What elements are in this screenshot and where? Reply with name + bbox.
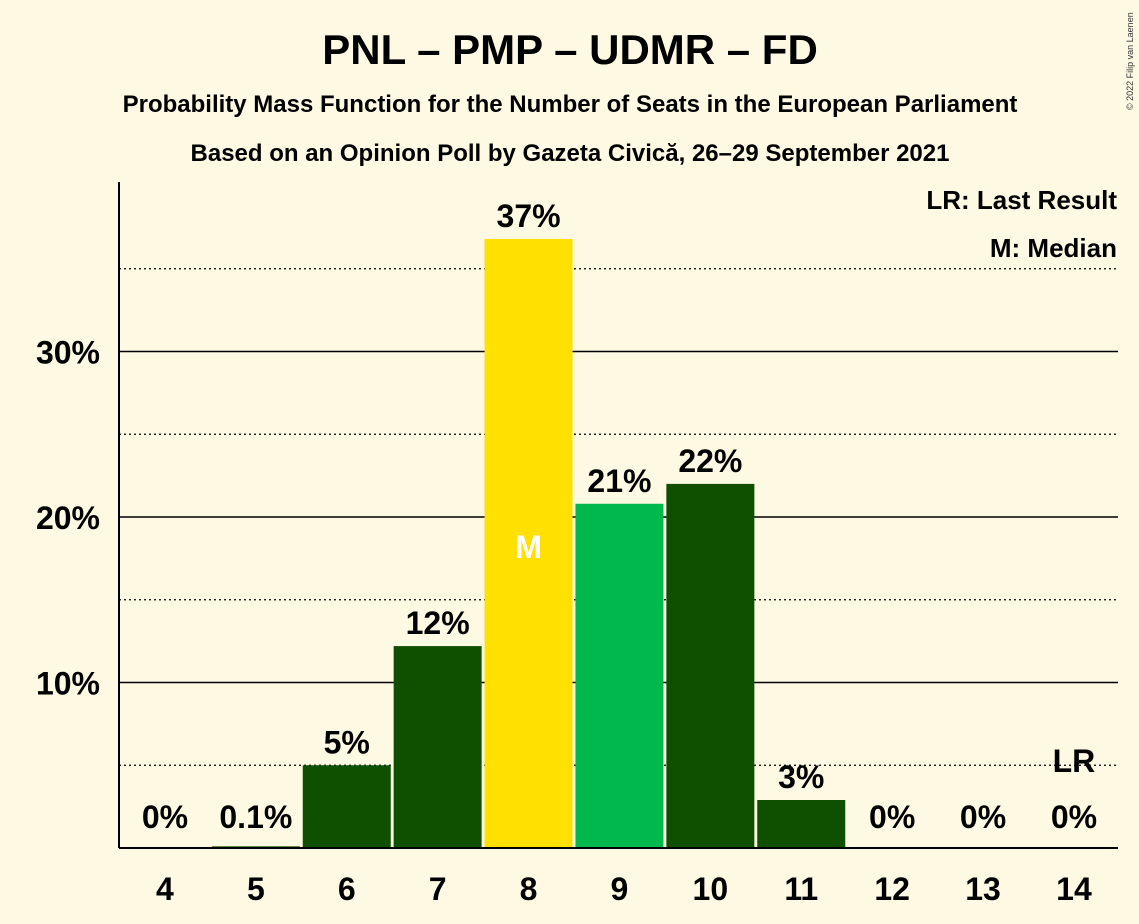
bar-9 <box>575 503 664 848</box>
chart-title: PNL – PMP – UDMR – FD <box>322 26 818 73</box>
data-label-7: 12% <box>406 605 470 641</box>
data-label-13: 0% <box>960 799 1006 835</box>
last-result-marker: LR <box>1053 743 1096 779</box>
y-tick-label: 30% <box>36 335 100 371</box>
x-tick-label: 7 <box>429 871 447 907</box>
legend-last-result: LR: Last Result <box>926 185 1117 215</box>
x-tick-label: 4 <box>156 871 174 907</box>
data-label-8: 37% <box>497 198 561 234</box>
copyright-notice: © 2022 Filip van Laenen <box>1125 12 1135 110</box>
x-tick-label: 13 <box>965 871 1001 907</box>
bar-6 <box>302 765 391 848</box>
data-label-6: 5% <box>324 724 370 760</box>
legend-median: M: Median <box>990 233 1117 263</box>
data-label-14: 0% <box>1051 799 1097 835</box>
y-axis-ticks: 10% 20% 30% <box>36 335 100 702</box>
x-tick-label: 14 <box>1056 871 1092 907</box>
data-label-12: 0% <box>869 799 915 835</box>
x-tick-label: 10 <box>693 871 729 907</box>
bar-7 <box>393 646 482 848</box>
data-label-5: 0.1% <box>219 799 292 835</box>
x-tick-label: 8 <box>520 871 538 907</box>
bar-10 <box>666 483 755 848</box>
y-tick-label: 20% <box>36 500 100 536</box>
data-label-11: 3% <box>778 759 824 795</box>
median-marker: M <box>515 529 542 565</box>
chart-subtitle: Probability Mass Function for the Number… <box>123 91 1018 118</box>
gridlines <box>119 268 1118 766</box>
data-label-9: 21% <box>587 463 651 499</box>
x-axis-ticks: 4 5 6 7 8 9 10 11 12 13 14 <box>156 871 1092 907</box>
bars <box>211 238 846 848</box>
data-label-4: 0% <box>142 799 188 835</box>
x-tick-label: 6 <box>338 871 356 907</box>
y-tick-label: 10% <box>36 666 100 702</box>
bar-8 <box>484 238 573 848</box>
x-tick-label: 12 <box>874 871 910 907</box>
chart-subtitle-poll: Based on an Opinion Poll by Gazeta Civic… <box>191 140 950 167</box>
data-labels: 0% 0.1% 5% 12% 37% M 21% 22% 3% 0% 0% 0% LR <box>142 198 1097 835</box>
x-tick-label: 11 <box>784 871 818 907</box>
x-tick-label: 9 <box>611 871 629 907</box>
x-tick-label: 5 <box>247 871 265 907</box>
bar-11 <box>757 800 846 848</box>
data-label-10: 22% <box>678 443 742 479</box>
